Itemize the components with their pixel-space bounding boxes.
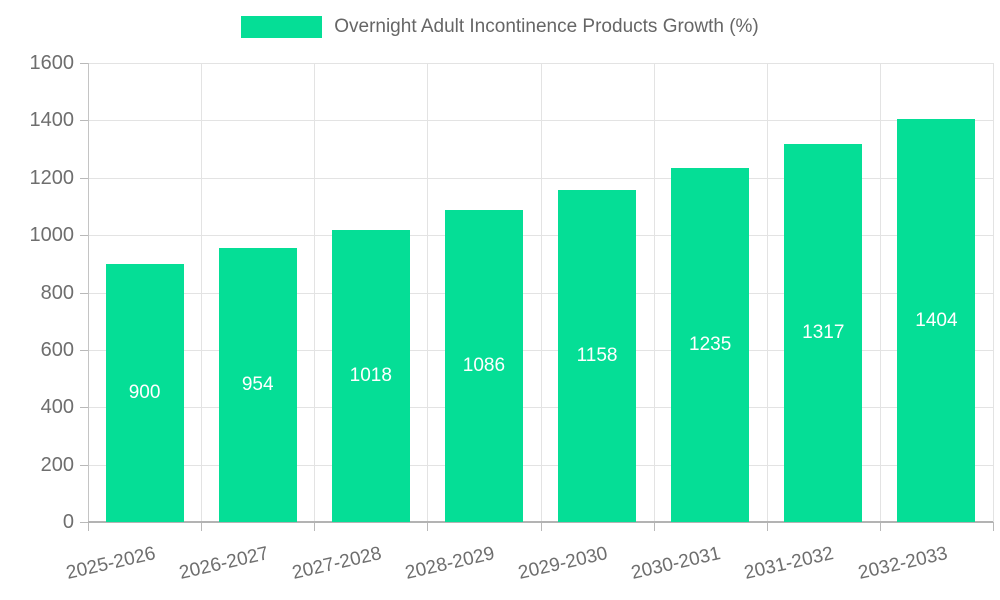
x-axis-tick [540,522,542,531]
y-axis-tick-label: 0 [62,511,74,533]
bar[interactable]: 1235 [671,167,750,522]
x-axis-tick [314,522,316,531]
y-axis-tick [80,522,88,523]
gridline-vertical [653,63,655,522]
gridline-vertical [879,63,881,522]
bar-value-label: 954 [241,374,274,396]
bar[interactable]: 1158 [558,189,637,522]
y-axis-tick-label: 1000 [29,224,75,247]
bar-value-label: 900 [128,381,161,403]
bar-value-label: 1018 [349,364,392,386]
x-axis-line [88,521,993,523]
legend-swatch[interactable] [241,16,323,38]
bar[interactable]: 954 [218,248,297,522]
x-axis-tick [88,522,89,531]
gridline-vertical [993,63,994,522]
x-axis-tick [427,522,429,531]
y-axis-tick [80,120,88,122]
gridline-vertical [314,63,316,522]
bar-value-label: 1086 [462,355,506,377]
y-axis-tick [80,407,88,409]
bar[interactable]: 1086 [444,210,523,522]
x-axis-tick-label: 2027-2028 [290,543,384,584]
y-axis-line [88,63,89,522]
y-axis-tick-label: 800 [40,281,74,304]
x-axis-tick-label: 2032-2033 [855,543,950,584]
y-axis-tick-label: 600 [40,338,74,361]
bar[interactable]: 1317 [784,144,863,522]
y-axis-tick-label: 1600 [29,52,75,74]
y-axis-tick-label: 1400 [29,109,75,132]
x-axis-tick [201,522,203,531]
y-axis-tick-label: 400 [40,396,74,419]
legend: Overnight Adult Incontinence Products Gr… [0,16,1000,38]
x-axis-tick [653,522,655,531]
x-axis-tick-label: 2031-2032 [742,543,837,584]
gridline-vertical [427,63,429,522]
y-axis-tick [80,349,88,351]
x-axis-tick-label: 2025-2026 [64,543,158,584]
bar[interactable]: 1018 [331,229,410,522]
x-axis-tick-label: 2030-2031 [629,543,723,584]
bar-value-label: 1404 [915,309,958,331]
bar-value-label: 1235 [689,333,732,355]
bar[interactable]: 1404 [897,119,976,522]
bar-value-label: 1158 [576,344,618,366]
x-axis-tick-label: 2029-2030 [516,543,610,584]
legend-label[interactable]: Overnight Adult Incontinence Products Gr… [334,16,759,37]
y-axis-tick [80,292,88,294]
y-axis-tick [80,235,88,237]
y-axis-tick-label: 200 [40,453,74,476]
x-axis-tick [879,522,881,531]
y-axis-tick [80,464,88,466]
y-axis-tick-label: 1200 [29,166,75,189]
gridline-vertical [766,63,768,522]
gridline-vertical [540,63,542,522]
bar-value-label: 1317 [802,322,845,344]
y-axis-tick [80,177,88,179]
x-axis-tick [993,522,994,531]
gridline-vertical [201,63,203,522]
bar[interactable]: 900 [105,263,184,522]
x-axis-tick [766,522,768,531]
y-axis-tick [80,63,88,64]
x-axis-tick-label: 2028-2029 [403,543,497,584]
x-axis-tick-label: 2026-2027 [177,543,271,584]
